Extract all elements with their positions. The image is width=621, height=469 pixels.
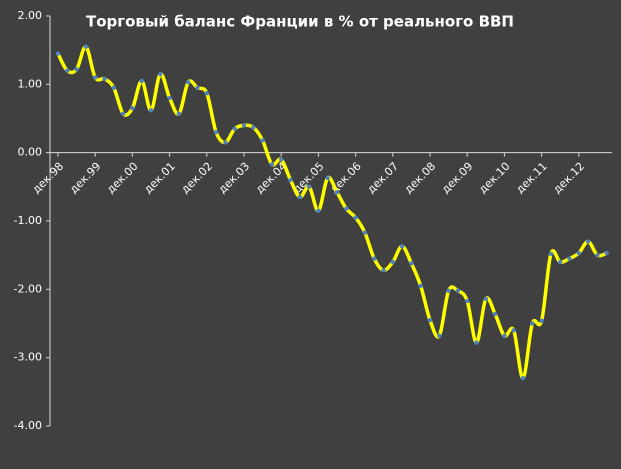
x-tick-label: дек.98 xyxy=(30,160,66,196)
point xyxy=(148,108,154,113)
x-tick-label: дек.11 xyxy=(513,160,549,196)
x-tick-label: дек.03 xyxy=(216,160,252,196)
point xyxy=(344,206,349,211)
point xyxy=(186,80,191,85)
point xyxy=(381,268,386,273)
point xyxy=(176,111,182,116)
point xyxy=(604,250,609,256)
point xyxy=(334,190,340,195)
point xyxy=(213,129,219,135)
x-tick-label: дек.12 xyxy=(551,160,587,196)
x-tick-label: дек.00 xyxy=(104,160,140,196)
point xyxy=(390,259,395,265)
point xyxy=(158,71,163,77)
point xyxy=(530,321,535,326)
point xyxy=(455,288,461,293)
point xyxy=(353,215,358,220)
point xyxy=(576,250,581,256)
point xyxy=(306,184,312,190)
point xyxy=(585,239,591,244)
point xyxy=(232,126,237,131)
y-tick-label: -1.00 xyxy=(14,214,42,227)
x-tick-label: дек.09 xyxy=(439,160,475,196)
point xyxy=(251,125,256,130)
point xyxy=(325,175,330,181)
point xyxy=(548,251,554,256)
y-tick-label: -2.00 xyxy=(14,282,42,295)
point xyxy=(297,194,302,200)
point xyxy=(483,296,488,302)
point xyxy=(558,259,563,265)
point xyxy=(492,311,498,317)
point xyxy=(316,208,321,213)
x-tick-label: дек.10 xyxy=(476,160,512,196)
point xyxy=(362,230,368,235)
x-tick-label: дек.02 xyxy=(179,160,215,196)
point xyxy=(520,375,526,381)
point xyxy=(279,157,284,162)
y-tick-label: -3.00 xyxy=(14,351,42,364)
point xyxy=(465,298,470,304)
point xyxy=(93,75,98,80)
point xyxy=(372,256,377,261)
point xyxy=(65,68,70,73)
x-tick-label: дек.01 xyxy=(141,160,177,196)
point xyxy=(409,261,414,266)
point xyxy=(511,328,516,333)
point xyxy=(223,140,228,145)
x-tick-label: дек.06 xyxy=(327,160,363,196)
point xyxy=(55,51,61,56)
point xyxy=(74,67,79,72)
point xyxy=(204,91,209,96)
point xyxy=(260,138,265,143)
point xyxy=(502,333,507,338)
point xyxy=(167,95,172,101)
line xyxy=(56,44,608,380)
point xyxy=(446,288,451,293)
point xyxy=(539,318,544,323)
point xyxy=(567,256,572,261)
point xyxy=(474,340,479,345)
point xyxy=(111,85,117,90)
point xyxy=(102,76,107,82)
x-tick-label: дек.08 xyxy=(402,160,438,196)
point xyxy=(418,283,423,289)
point xyxy=(595,252,600,258)
y-tick-label: 0.00 xyxy=(18,146,43,159)
point xyxy=(288,177,293,183)
point xyxy=(139,78,144,84)
point xyxy=(130,106,135,111)
point xyxy=(120,111,126,116)
point xyxy=(437,333,442,338)
y-tick-label: 1.00 xyxy=(18,77,43,90)
point xyxy=(269,162,275,167)
y-tick-label: -4.00 xyxy=(14,419,42,432)
point xyxy=(195,85,200,90)
y-tick-label: 2.00 xyxy=(18,9,43,22)
point xyxy=(427,317,433,323)
point xyxy=(399,244,405,249)
x-tick-label: дек.07 xyxy=(365,160,401,196)
point xyxy=(83,44,89,49)
x-tick-label: дек.99 xyxy=(67,160,103,196)
chart-title: Торговый баланс Франции в % от реального… xyxy=(86,13,514,31)
point xyxy=(241,123,247,128)
